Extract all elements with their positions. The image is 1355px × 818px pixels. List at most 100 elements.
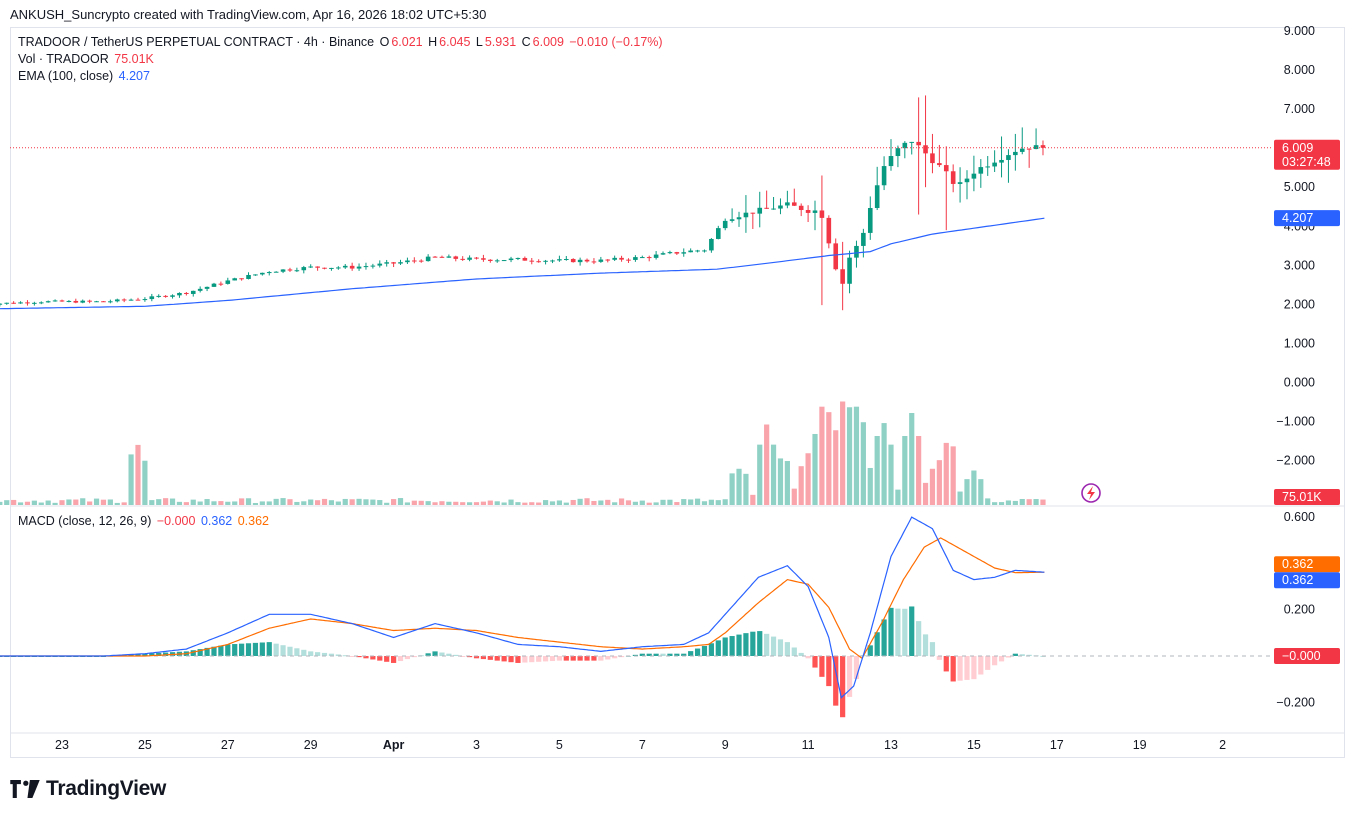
macd-histogram-bar <box>335 654 341 656</box>
macd-histogram-bar <box>556 656 562 661</box>
macd-histogram-bar <box>743 633 749 656</box>
macd-histogram-bar <box>218 645 224 656</box>
macd-histogram-bar <box>225 644 231 656</box>
volume-bar <box>605 499 611 505</box>
macd-histogram-bar <box>902 608 908 656</box>
volume-bar <box>404 502 411 505</box>
candle-body <box>819 210 825 218</box>
legend-o-label: O <box>379 35 390 49</box>
macd-histogram-bar <box>549 656 556 662</box>
candle-body <box>108 301 113 303</box>
macd-histogram-bar <box>466 656 473 658</box>
legend-symbol[interactable]: TRADOOR / TetherUS PERPETUAL CONTRACT · … <box>18 35 375 49</box>
volume-bar <box>142 460 148 505</box>
macd-legend[interactable]: MACD (close, 12, 26, 9) −0.000 0.362 0.3… <box>18 514 271 528</box>
candle-body <box>80 300 86 303</box>
candle-body <box>888 156 894 167</box>
macd-histogram-bar <box>570 656 576 661</box>
volume-bar <box>867 467 873 505</box>
ema-badge <box>1274 210 1340 227</box>
candle-body <box>805 210 811 213</box>
candle-body <box>45 301 51 303</box>
candle-body <box>681 252 687 254</box>
candle-body <box>564 258 569 260</box>
volume-bar <box>971 470 977 505</box>
volume-bar <box>273 498 279 505</box>
candle-body <box>854 245 859 258</box>
volume-bar <box>45 500 51 505</box>
candle-body <box>135 299 141 301</box>
macd-histogram-bar <box>356 656 362 658</box>
volume-bar <box>328 500 335 505</box>
candle-body <box>38 302 44 304</box>
macd-histogram-bar <box>328 653 335 656</box>
macd-histogram-bar <box>798 652 804 656</box>
volume-bar <box>674 502 680 505</box>
volume-bar <box>805 453 811 505</box>
volume-bar <box>197 501 203 505</box>
candle-body <box>840 269 845 284</box>
candle-body <box>515 257 521 259</box>
macd-histogram-bar <box>660 653 666 656</box>
candle-body <box>377 263 383 266</box>
macd-histogram-bar <box>770 636 777 656</box>
legend-c-label: C <box>521 35 531 49</box>
time-axis-label: 13 <box>884 738 898 752</box>
volume-bar <box>936 460 942 505</box>
chart-frame <box>10 27 1345 758</box>
macd-histogram-bar <box>404 656 411 660</box>
macd-line-badge-text: 0.362 <box>1282 573 1313 587</box>
ema-legend[interactable]: EMA (100, close) 4.207 <box>18 69 152 83</box>
volume-bar <box>881 423 887 505</box>
volume-bar <box>612 502 618 505</box>
candle-body <box>591 261 597 263</box>
volume-bar <box>280 498 286 505</box>
candle-body <box>826 217 832 244</box>
candle-body <box>121 299 127 301</box>
volume-bar <box>764 424 770 505</box>
volume-bar <box>736 468 742 505</box>
candle-body <box>218 283 224 285</box>
macd-histogram-bar <box>584 656 590 661</box>
macd-histogram-bar <box>688 651 694 656</box>
macd-histogram-bar <box>232 644 238 656</box>
volume-bar <box>121 502 127 505</box>
volume-bar <box>556 500 562 505</box>
tradingview-logo[interactable]: TradingView <box>10 777 166 801</box>
candle-body <box>937 163 942 166</box>
macd-histogram-bar <box>764 633 770 656</box>
volume-bar <box>356 498 362 505</box>
volume-legend[interactable]: Vol · TRADOOR 75.01K <box>18 52 156 66</box>
candle-body <box>978 167 984 174</box>
macd-histogram-bar <box>736 634 742 656</box>
volume-bar <box>156 499 162 505</box>
volume-bar <box>784 461 790 505</box>
volume-bar <box>418 500 424 505</box>
price-legend: TRADOOR / TetherUS PERPETUAL CONTRACT · … <box>18 35 665 49</box>
macd-histogram-bar <box>715 640 721 656</box>
macd-histogram-bar <box>874 632 880 656</box>
macd-legend-label: MACD (close, 12, 26, 9) <box>18 514 152 528</box>
volume-bar <box>149 500 155 505</box>
macd-histogram-bar <box>722 637 728 656</box>
candle-body <box>446 256 452 258</box>
candle-body <box>329 267 334 269</box>
candle-body <box>301 267 307 271</box>
time-axis-label: 15 <box>967 738 981 752</box>
macd-histogram-bar <box>142 653 148 656</box>
candle-body <box>861 232 866 246</box>
macd-histogram-bar <box>211 646 217 656</box>
volume-bar <box>570 499 576 505</box>
macd-histogram-bar <box>971 656 977 680</box>
last-price-badge <box>1274 139 1340 170</box>
time-axis-label: 5 <box>556 738 563 752</box>
candle-body <box>619 257 624 260</box>
macd-histogram-bar <box>287 646 293 656</box>
price-axis-label: −2.000 <box>1276 454 1315 468</box>
volume-legend-value: 75.01K <box>114 52 154 66</box>
candle-body <box>308 266 313 268</box>
macd-histogram-bar <box>784 642 790 656</box>
volume-bar <box>729 473 735 505</box>
macd-histogram-bar <box>563 656 569 661</box>
